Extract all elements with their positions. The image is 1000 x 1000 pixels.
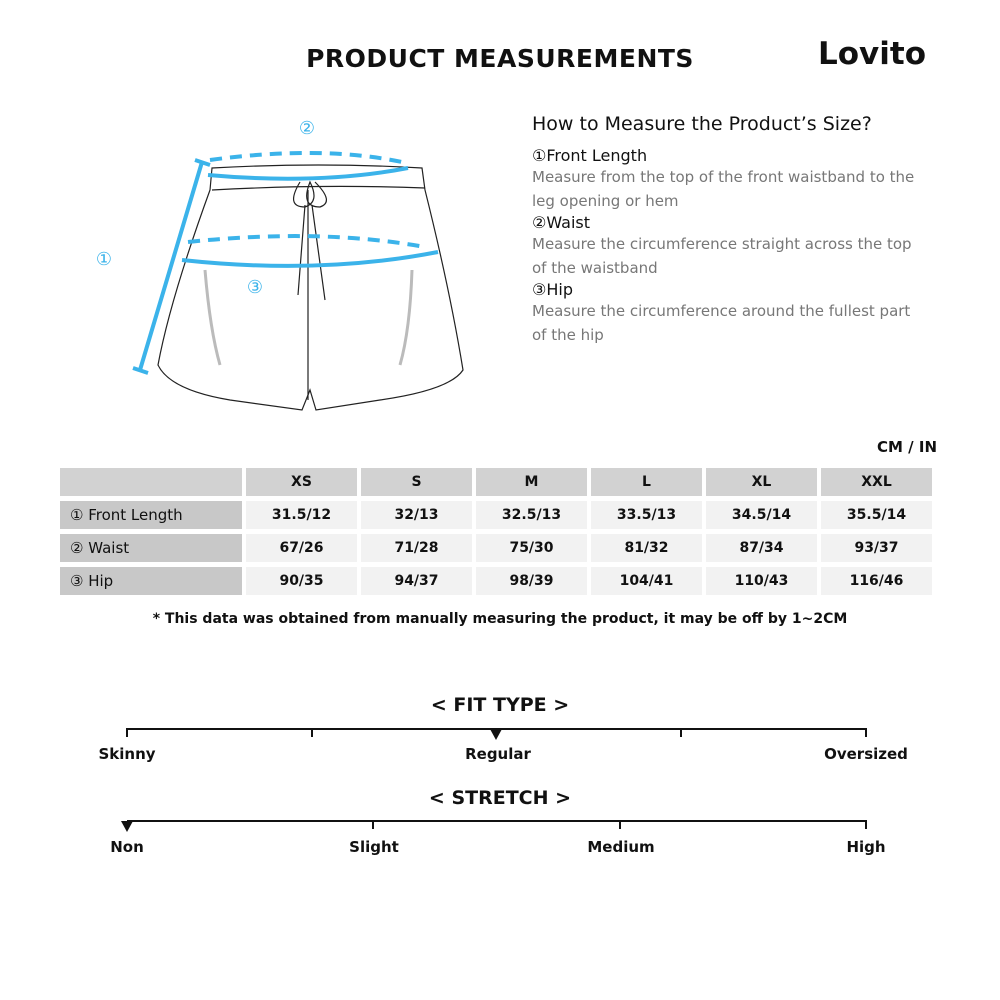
header-size: XL [706, 468, 817, 496]
row-label: ③ Hip [60, 567, 242, 595]
page-title: PRODUCT MEASUREMENTS [306, 44, 694, 73]
fit-tick [680, 728, 682, 737]
stretch-selected-marker-icon [121, 821, 133, 832]
header-size: XS [246, 468, 357, 496]
stretch-tick [865, 820, 867, 829]
stretch-scale-line [127, 820, 867, 822]
cell: 104/41 [591, 567, 702, 595]
table-row: ② Waist 67/26 71/28 75/30 81/32 87/34 93… [60, 534, 932, 562]
row-label: ① Front Length [60, 501, 242, 529]
cell: 33.5/13 [591, 501, 702, 529]
howto-list: ①Front Length Measure from the top of th… [532, 146, 922, 347]
header-size: XXL [821, 468, 932, 496]
header-size: S [361, 468, 472, 496]
shorts-diagram: ② ① ③ [96, 118, 464, 411]
brand-logo: Lovito [818, 36, 927, 72]
stretch-label-slight: Slight [349, 838, 399, 856]
fit-label-regular: Regular [465, 745, 531, 763]
header-size: L [591, 468, 702, 496]
cell: 93/37 [821, 534, 932, 562]
cell: 90/35 [246, 567, 357, 595]
stretch-label-non: Non [110, 838, 144, 856]
stretch-label-high: High [846, 838, 886, 856]
cell: 32.5/13 [476, 501, 587, 529]
stretch-tick [619, 820, 621, 829]
marker-front-length: ① [96, 249, 112, 270]
howto-front-length-head: ①Front Length [532, 146, 648, 165]
cell: 32/13 [361, 501, 472, 529]
cell: 34.5/14 [706, 501, 817, 529]
cell: 116/46 [821, 567, 932, 595]
table-row: ① Front Length 31.5/12 32/13 32.5/13 33.… [60, 501, 932, 529]
cell: 35.5/14 [821, 501, 932, 529]
row-label: ② Waist [60, 534, 242, 562]
measurement-note: * This data was obtained from manually m… [152, 611, 848, 627]
cell: 75/30 [476, 534, 587, 562]
table-row: ③ Hip 90/35 94/37 98/39 104/41 110/43 11… [60, 567, 932, 595]
howto-title: How to Measure the Product’s Size? [532, 113, 872, 135]
stretch-title: < STRETCH > [428, 787, 572, 809]
cell: 31.5/12 [246, 501, 357, 529]
header-blank [60, 468, 242, 496]
fit-label-oversized: Oversized [824, 745, 908, 763]
cell: 94/37 [361, 567, 472, 595]
howto-waist-head: ②Waist [532, 213, 590, 232]
fit-tick [311, 728, 313, 737]
table-header-row: XS S M L XL XXL [60, 468, 932, 496]
howto-front-length-desc: Measure from the top of the front waistb… [532, 168, 915, 210]
marker-hip: ③ [247, 277, 263, 298]
stretch-label-medium: Medium [587, 838, 655, 856]
fit-selected-marker-icon [490, 729, 502, 740]
howto-hip-head: ③Hip [532, 280, 573, 299]
fit-tick [126, 728, 128, 737]
marker-waist: ② [299, 118, 315, 139]
fit-type-title: < FIT TYPE > [430, 694, 570, 716]
header-size: M [476, 468, 587, 496]
cell: 110/43 [706, 567, 817, 595]
cell: 81/32 [591, 534, 702, 562]
unit-label: CM / IN [877, 438, 937, 456]
fit-tick [865, 728, 867, 737]
cell: 98/39 [476, 567, 587, 595]
cell: 67/26 [246, 534, 357, 562]
cell: 87/34 [706, 534, 817, 562]
howto-waist-desc: Measure the circumference straight acros… [532, 235, 912, 277]
cell: 71/28 [361, 534, 472, 562]
howto-hip-desc: Measure the circumference around the ful… [532, 302, 911, 344]
fit-label-skinny: Skinny [98, 745, 156, 763]
size-table: XS S M L XL XXL ① Front Length 31.5/12 3… [56, 463, 936, 600]
stretch-tick [372, 820, 374, 829]
